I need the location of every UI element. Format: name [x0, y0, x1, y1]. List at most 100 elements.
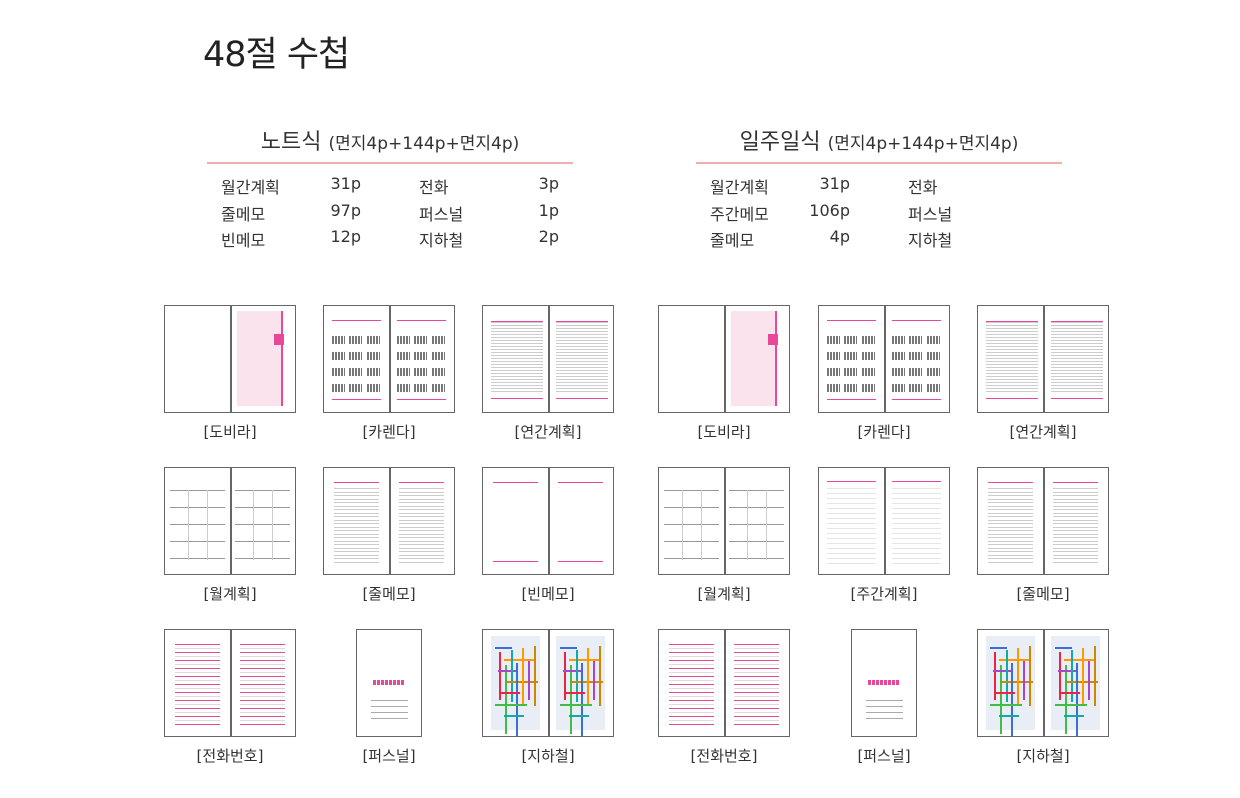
month-grid: [366, 368, 380, 376]
spine: [230, 306, 232, 412]
rule-line: [1052, 512, 1099, 514]
thumbnail-blank[interactable]: [482, 467, 614, 575]
month-grid: [349, 384, 363, 392]
rule-line: [398, 488, 445, 489]
thumbnail-yearly[interactable]: [482, 305, 614, 413]
thumbnail-calendar[interactable]: [323, 305, 455, 413]
rule-line: [987, 533, 1034, 535]
thumbnail-monthly[interactable]: [658, 467, 790, 575]
rule-line: [174, 664, 221, 665]
rule-line: [664, 524, 719, 525]
rule-line: [987, 519, 1034, 521]
rule-line: [985, 337, 1038, 338]
rule-line: [1052, 530, 1099, 531]
subway-line: [559, 703, 592, 706]
month-grid: [909, 384, 923, 392]
cal-line: [396, 399, 447, 400]
rule-line: [1050, 379, 1103, 380]
thumbnail-subway[interactable]: [482, 629, 614, 737]
thumbnail-subway[interactable]: [977, 629, 1109, 737]
rule-line: [1050, 325, 1103, 326]
rule-line: [555, 328, 608, 329]
rule-line: [1052, 502, 1099, 503]
subway-map: [1051, 636, 1100, 736]
spine: [230, 630, 232, 736]
page: [852, 630, 916, 736]
rule-line: [170, 507, 225, 508]
rule-line: [398, 505, 445, 507]
page: [978, 468, 1043, 574]
page-item-label: 월간계획: [710, 178, 769, 197]
thumbnail-lined[interactable]: [323, 467, 455, 575]
spine: [1043, 306, 1045, 412]
head-line: [987, 482, 1034, 483]
personal-title: [868, 680, 900, 685]
rule-line: [490, 382, 543, 383]
head-line: [333, 482, 380, 483]
thumbnail-cover[interactable]: [164, 305, 296, 413]
rule-line: [555, 367, 608, 368]
rule-line: [1050, 367, 1103, 368]
thumbnail-lined[interactable]: [977, 467, 1109, 575]
rule-line: [1052, 495, 1099, 496]
rule-line: [1050, 376, 1103, 377]
thumbnail-calendar[interactable]: [818, 305, 950, 413]
thumbnail-phone[interactable]: [658, 629, 790, 737]
rule-line: [333, 551, 380, 552]
rule-line: [866, 700, 904, 701]
rule-line: [490, 364, 543, 365]
month-grid: [909, 352, 923, 360]
thumbnail-personal[interactable]: [851, 629, 917, 737]
rule-line: [733, 644, 780, 645]
rule-line: [1052, 537, 1099, 538]
page: [548, 468, 613, 574]
col-line: [253, 490, 255, 560]
rule-line: [1050, 328, 1103, 329]
cal-line: [396, 320, 447, 321]
month-grid: [826, 352, 840, 360]
spine: [724, 306, 726, 412]
thumbnail-monthly[interactable]: [164, 467, 296, 575]
subway-line: [568, 658, 599, 661]
rule-line: [239, 672, 286, 673]
col-line: [271, 490, 273, 560]
col-line: [188, 490, 190, 560]
rule-line: [174, 700, 221, 701]
rule-line: [733, 664, 780, 665]
subway-line: [1054, 703, 1087, 706]
page: [389, 306, 454, 412]
rule-line: [1050, 385, 1103, 386]
thumbnail-weekly[interactable]: [818, 467, 950, 575]
rule-line: [555, 391, 608, 392]
section-title: 노트식 (면지4p+144p+면지4p): [207, 124, 573, 155]
head-line: [490, 321, 543, 322]
rule-line: [733, 656, 780, 657]
section-name: 일주일식: [739, 130, 821, 155]
thumbnail-yearly[interactable]: [977, 305, 1109, 413]
rule-line: [174, 660, 221, 661]
thumbnail-caption: [월계획]: [203, 585, 257, 603]
rule-line: [1050, 355, 1103, 356]
rule-line: [490, 355, 543, 356]
month-grid: [349, 352, 363, 360]
subway-line: [510, 650, 513, 702]
month-grid: [396, 384, 410, 392]
cal-line: [331, 399, 382, 400]
spine: [389, 468, 391, 574]
rule-line: [733, 712, 780, 713]
rule-line: [985, 322, 1038, 323]
rule-line: [239, 664, 286, 665]
thumbnail-caption: [퍼스널]: [362, 747, 416, 765]
thumbnail-cover[interactable]: [658, 305, 790, 413]
rule-line: [987, 523, 1034, 524]
rule-line: [1052, 523, 1099, 524]
rule-line: [826, 508, 877, 509]
rule-line: [985, 349, 1038, 350]
thumbnail-personal[interactable]: [356, 629, 422, 737]
rule-line: [1052, 558, 1099, 559]
rule-line: [668, 684, 715, 685]
rule-line: [174, 704, 221, 705]
thumbnail-phone[interactable]: [164, 629, 296, 737]
rule-line: [985, 343, 1038, 344]
cal-line: [826, 320, 877, 321]
